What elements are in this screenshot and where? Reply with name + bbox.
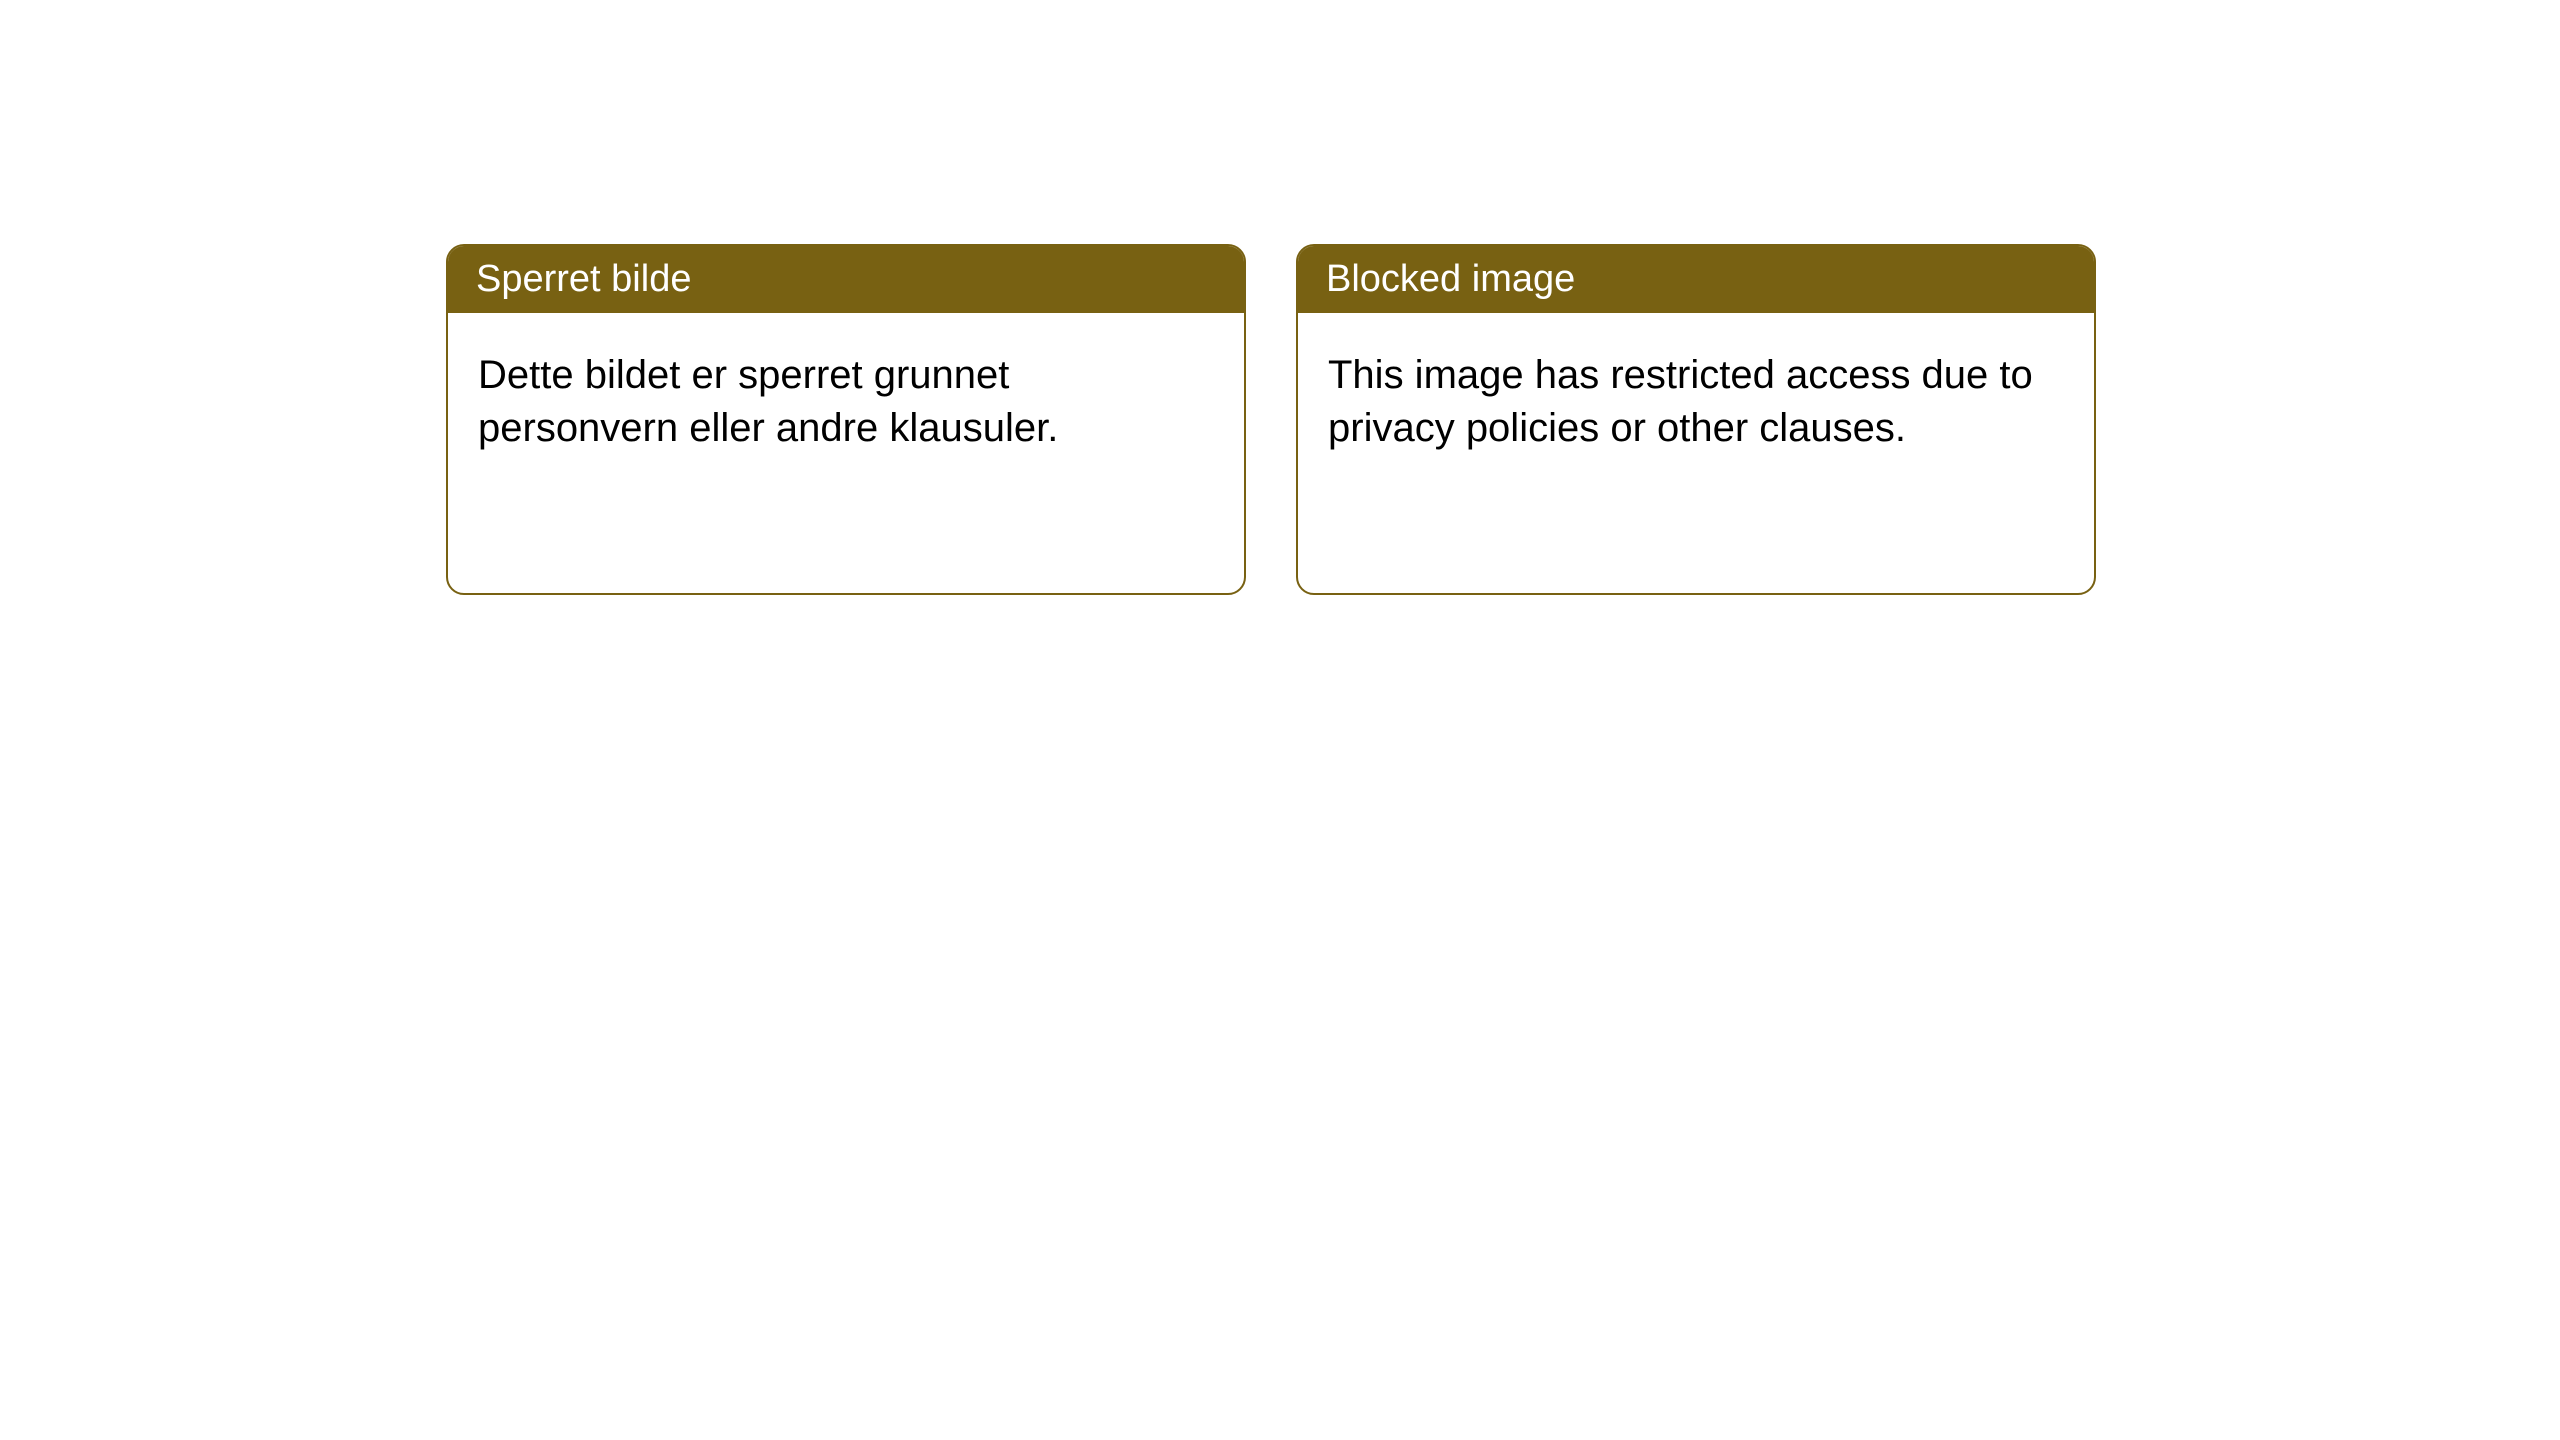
blocked-image-card-english: Blocked image This image has restricted …: [1296, 244, 2096, 595]
card-title-norwegian: Sperret bilde: [448, 246, 1244, 313]
card-title-english: Blocked image: [1298, 246, 2094, 313]
card-body-norwegian: Dette bildet er sperret grunnet personve…: [448, 313, 1244, 593]
card-body-english: This image has restricted access due to …: [1298, 313, 2094, 593]
blocked-image-card-norwegian: Sperret bilde Dette bildet er sperret gr…: [446, 244, 1246, 595]
blocked-image-cards: Sperret bilde Dette bildet er sperret gr…: [446, 244, 2096, 595]
